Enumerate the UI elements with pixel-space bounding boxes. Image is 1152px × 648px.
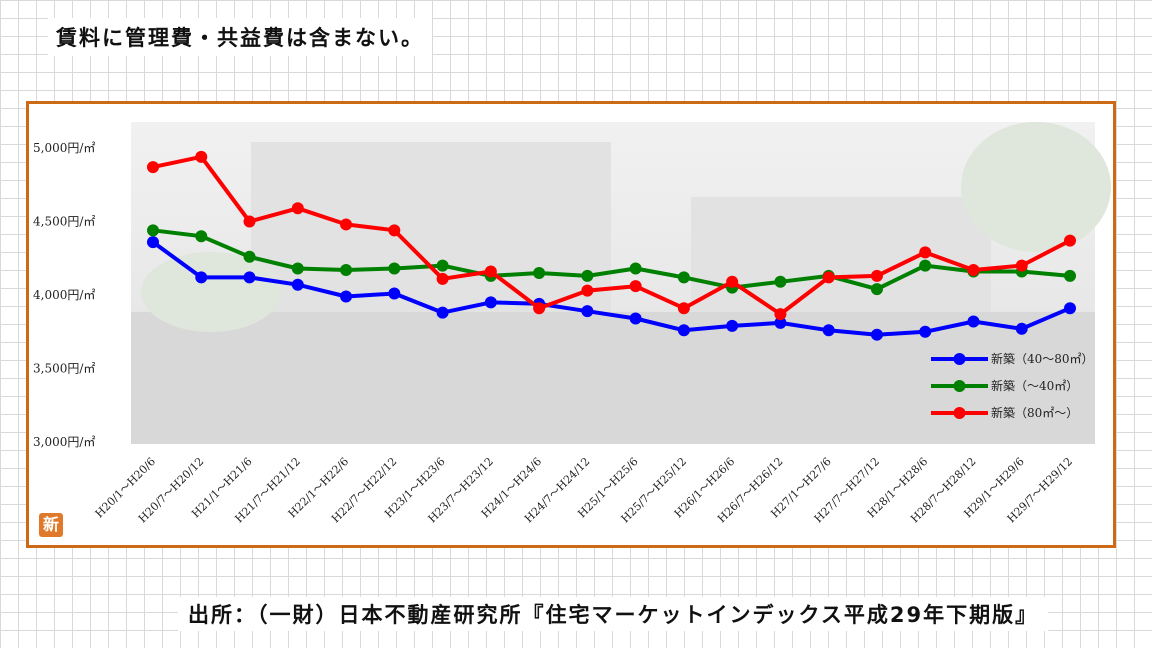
series-line	[151, 240, 1071, 337]
data-point	[677, 324, 690, 337]
data-point	[243, 215, 256, 228]
y-tick-label: 3,500円/㎡	[33, 362, 95, 376]
data-point	[291, 278, 304, 291]
data-point	[340, 264, 353, 277]
note-rent-excludes-fees: 賃料に管理費・共益費は含まない。	[48, 18, 432, 56]
new-construction-badge: 新	[39, 513, 63, 537]
data-point	[291, 202, 304, 215]
x-axis-labels: H20/1～H20/6H20/7～H20/12H21/1～H21/6H21/7～…	[93, 455, 1075, 525]
data-point	[436, 272, 449, 285]
data-point	[581, 305, 594, 318]
data-point	[726, 319, 739, 332]
data-point	[291, 262, 304, 275]
series-0	[147, 236, 1076, 341]
data-point	[677, 271, 690, 284]
data-point	[581, 284, 594, 297]
data-point	[388, 287, 401, 300]
data-point	[340, 218, 353, 231]
data-point	[822, 324, 835, 337]
series-2	[147, 150, 1076, 321]
data-point	[195, 150, 208, 163]
data-point	[1064, 234, 1076, 247]
data-point	[629, 262, 642, 275]
data-point	[388, 224, 401, 237]
y-tick-label: 3,000円/㎡	[33, 435, 95, 449]
data-point	[677, 302, 690, 315]
legend-label: 新築（80㎡～）	[991, 405, 1078, 420]
data-point	[870, 269, 883, 282]
legend: 新築（40～80㎡） 新築（～40㎡） 新築（80㎡～）	[931, 351, 1094, 420]
data-point	[484, 296, 497, 309]
data-point	[967, 315, 980, 328]
data-point	[822, 271, 835, 284]
data-point	[388, 262, 401, 275]
data-point	[243, 250, 256, 263]
data-point	[195, 230, 208, 243]
data-point	[726, 275, 739, 288]
legend-marker	[953, 407, 966, 419]
data-point	[484, 265, 497, 278]
data-point	[919, 259, 932, 272]
data-point	[147, 224, 159, 237]
data-point	[1015, 259, 1028, 272]
data-point	[436, 259, 449, 272]
data-point	[629, 280, 642, 293]
data-point	[1015, 322, 1028, 335]
legend-marker	[953, 353, 966, 365]
data-point	[919, 246, 932, 259]
data-point	[774, 308, 787, 321]
legend-marker	[953, 380, 966, 392]
data-point	[870, 283, 883, 296]
data-point	[147, 236, 159, 249]
data-point	[243, 271, 256, 284]
series-lines	[147, 150, 1076, 341]
data-point	[774, 316, 787, 329]
y-tick-label: 4,000円/㎡	[33, 288, 95, 302]
legend-label: 新築（40～80㎡）	[991, 351, 1094, 366]
data-point	[919, 325, 932, 338]
data-point	[629, 312, 642, 325]
data-point	[147, 161, 159, 174]
data-point	[870, 328, 883, 341]
chart-panel: 新	[26, 101, 1116, 548]
data-point	[774, 275, 787, 288]
data-point	[967, 264, 980, 277]
data-point	[1064, 269, 1076, 282]
building-photo-background	[131, 122, 1111, 444]
data-point	[533, 266, 546, 279]
series-line	[152, 228, 1071, 292]
data-point	[340, 290, 353, 303]
legend-label: 新築（～40㎡）	[991, 378, 1078, 393]
data-point	[581, 269, 594, 282]
data-point	[533, 302, 546, 315]
data-point	[436, 306, 449, 319]
data-point	[1064, 302, 1076, 315]
y-tick-label: 4,500円/㎡	[33, 215, 95, 229]
series-line	[152, 154, 1071, 317]
y-tick-label: 5,000円/㎡	[33, 141, 95, 155]
y-axis-labels: 5,000円/㎡ 4,500円/㎡ 4,000円/㎡ 3,500円/㎡ 3,000円/㎡	[33, 141, 95, 449]
source-citation: 出所：（一財）日本不動産研究所『住宅マーケットインデックス平成29年下期版』	[178, 597, 1049, 631]
data-point	[195, 271, 208, 284]
